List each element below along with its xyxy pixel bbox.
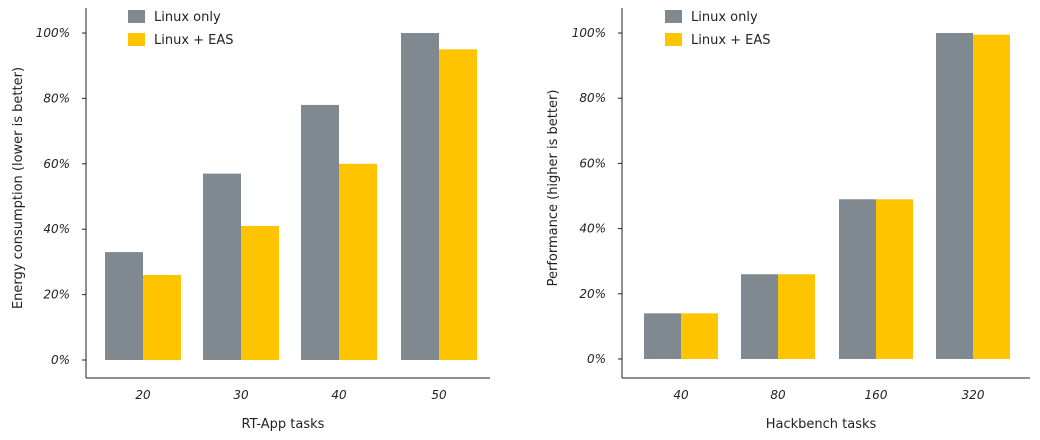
bar-linux-only-30 — [203, 173, 241, 360]
legend-label: Linux + EAS — [691, 33, 771, 48]
x-axis-title: RT-App tasks — [242, 417, 325, 432]
y-tick-label: 0% — [51, 353, 70, 367]
legend-swatch — [665, 33, 682, 46]
bar-linux-only-50 — [401, 33, 439, 360]
bar-linux-eas-30 — [241, 225, 279, 360]
y-tick-label: 60% — [579, 156, 606, 170]
legend-label: Linux only — [154, 10, 221, 25]
legend: Linux only Linux + EAS — [665, 10, 771, 48]
y-tick-label: 0% — [587, 352, 606, 366]
bar-linux-eas-160 — [876, 199, 913, 359]
bar-linux-only-80 — [741, 274, 778, 359]
x-tick-label: 40 — [673, 388, 689, 402]
legend: Linux only Linux + EAS — [128, 10, 234, 48]
x-tick-label: 40 — [331, 388, 347, 402]
energy-consumption-chart: 0% 20% 40% 60% 80% 100% 20 30 40 50 RT-App tasks En… — [11, 8, 490, 432]
y-tick-label: 40% — [43, 222, 70, 236]
x-tick-label: 160 — [865, 388, 888, 402]
bar-linux-eas-320 — [973, 34, 1010, 359]
y-tick-label: 60% — [43, 157, 70, 171]
bar-linux-eas-20 — [143, 274, 181, 360]
bar-linux-only-320 — [936, 33, 973, 359]
bar-linux-eas-40 — [339, 163, 377, 360]
bar-linux-only-40 — [301, 104, 339, 360]
x-axis-title: Hackbench tasks — [766, 417, 877, 432]
legend-label: Linux + EAS — [154, 33, 234, 48]
y-tick-label: 40% — [579, 222, 606, 236]
legend-swatch — [128, 33, 145, 46]
y-tick-label: 80% — [579, 91, 606, 105]
x-tick-label: 30 — [233, 388, 249, 402]
y-tick-label: 100% — [36, 26, 70, 40]
x-tick-label: 80 — [770, 388, 786, 402]
y-axis-title: Energy consumption (lower is better) — [11, 67, 26, 309]
y-tick-label: 80% — [43, 91, 70, 105]
legend-label: Linux only — [691, 10, 758, 25]
x-tick-label: 20 — [135, 388, 151, 402]
y-tick-label: 20% — [579, 287, 606, 301]
x-tick-label: 320 — [962, 388, 985, 402]
bar-linux-only-40 — [644, 313, 681, 359]
bar-linux-only-160 — [839, 199, 876, 359]
legend-swatch — [665, 10, 682, 23]
x-tick-label: 50 — [431, 388, 447, 402]
y-axis-title: Performance (higher is better) — [546, 90, 561, 287]
bar-linux-eas-80 — [778, 274, 815, 359]
bar-linux-only-20 — [105, 252, 143, 360]
legend-swatch — [128, 10, 145, 23]
y-tick-label: 100% — [572, 26, 606, 40]
y-tick-label: 20% — [43, 288, 70, 302]
performance-chart: 0% 20% 40% 60% 80% 100% 40 80 160 320 Hackbench ta… — [546, 8, 1030, 432]
bar-linux-eas-40 — [681, 313, 718, 359]
bar-linux-eas-50 — [439, 49, 477, 360]
